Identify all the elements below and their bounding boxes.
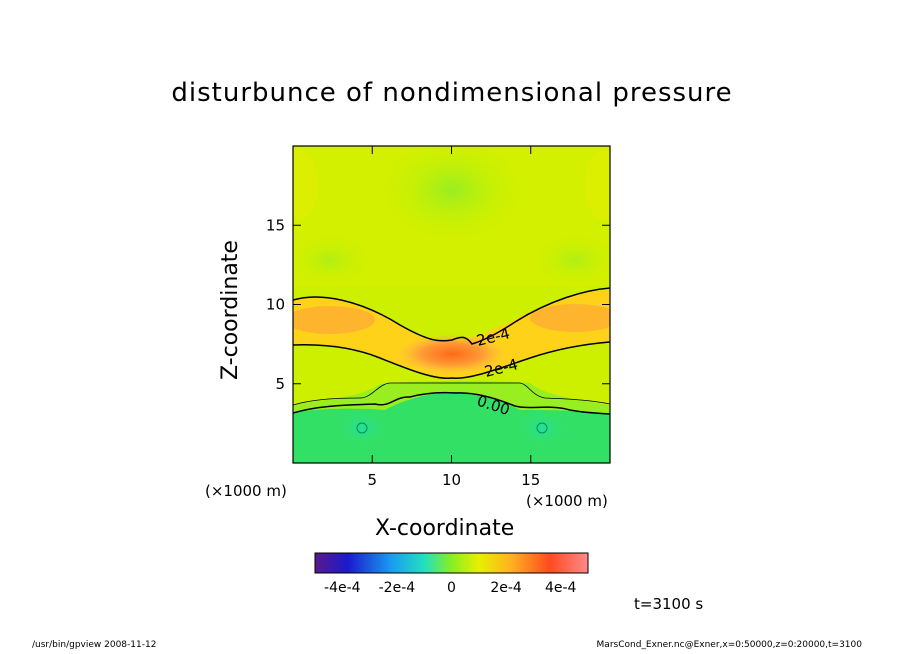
colorbar-tick-label: -4e-4 [324, 580, 361, 596]
y-axis-label: Z-coordinate [218, 240, 243, 380]
colorbar-tick-label: -2e-4 [379, 580, 416, 596]
y-axis: 5 10 15 [266, 216, 610, 393]
y-tick-label: 15 [266, 216, 285, 234]
colorbar-tick-label: 0 [447, 580, 456, 596]
x-tick-label: 15 [521, 471, 540, 489]
y-tick-label: 5 [275, 375, 285, 393]
x-axis: 5 10 15 [367, 146, 540, 489]
x-axis-label: X-coordinate [375, 516, 515, 541]
colorbar-tick-label: 4e-4 [545, 580, 577, 596]
chart-title: disturbunce of nondimensional pressure [171, 78, 733, 108]
footer-left: /usr/bin/gpview 2008-11-12 [32, 640, 157, 650]
x-tick-label: 5 [367, 471, 377, 489]
footer-right: MarsCond_Exner.nc@Exner,x=0:50000,z=0:20… [596, 640, 862, 650]
y-unit-label: (×1000 m) [526, 492, 608, 510]
time-label: t=3100 s [634, 595, 704, 613]
x-tick-label: 10 [442, 471, 461, 489]
y-tick-label: 10 [266, 296, 285, 314]
colorbar-ticks: -4e-4 -2e-4 0 2e-4 4e-4 [324, 580, 576, 596]
colorbar-tick-label: 2e-4 [490, 580, 522, 596]
heatmap-field [293, 146, 610, 463]
x-unit-label: (×1000 m) [205, 482, 287, 500]
colorbar [314, 552, 589, 574]
